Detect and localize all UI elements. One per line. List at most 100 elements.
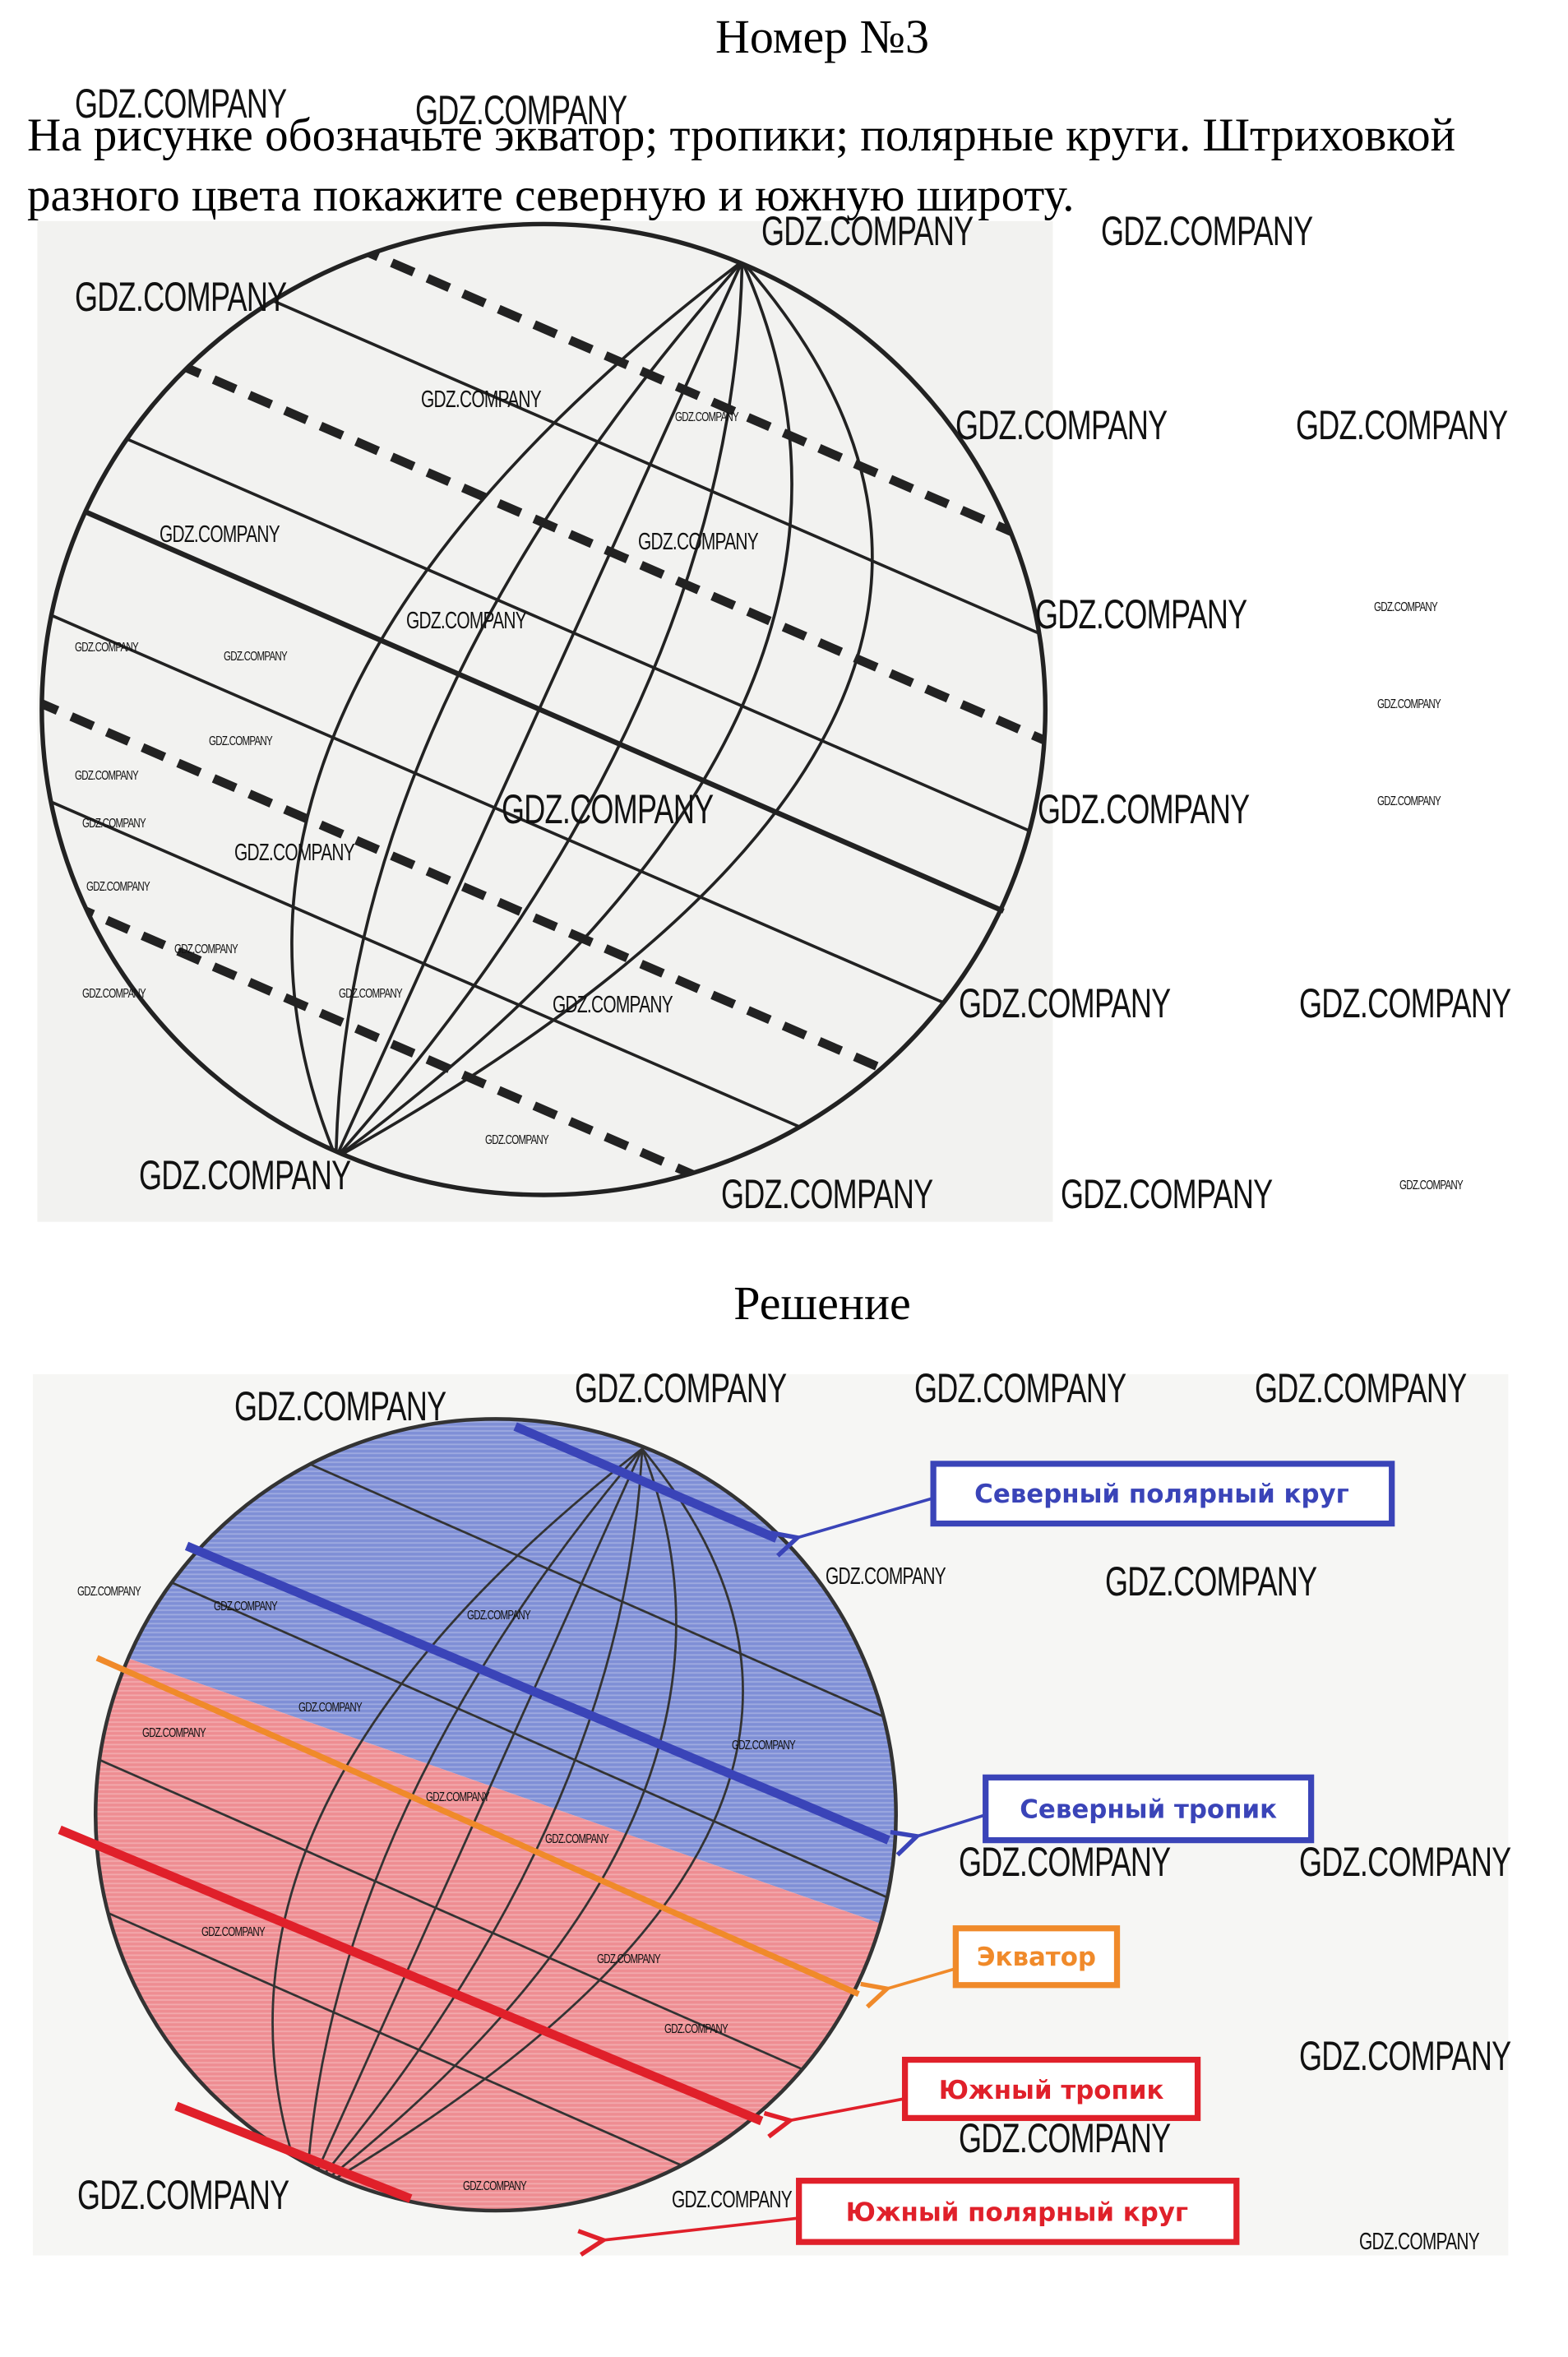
globe-outline (93, 1417, 898, 2213)
watermark: GDZ.COMPANY (77, 1584, 141, 1599)
page-title: Номер №3 (715, 10, 930, 63)
meridian-line (334, 260, 744, 1158)
label-north-tropic: Северный тропик (1020, 1794, 1277, 1824)
watermark: GDZ.COMPANY (74, 640, 139, 655)
watermark: GDZ.COMPANY (1060, 1171, 1273, 1218)
meridian-line (290, 260, 743, 1159)
watermark: GDZ.COMPANY (81, 817, 146, 831)
label-box-equator (952, 1925, 1121, 1989)
watermark: GDZ.COMPANY (597, 1952, 661, 1966)
watermark: GDZ.COMPANY (1376, 794, 1441, 809)
meridian-line (271, 1447, 643, 2197)
watermark: GDZ.COMPANY (174, 942, 238, 956)
north-tropic-line (184, 1541, 890, 1845)
watermark: GDZ.COMPANY (959, 979, 1171, 1026)
south-polar-circle-line (174, 2101, 413, 2203)
label-north-polar: Северный полярный круг (974, 1479, 1349, 1509)
arrow-equator (884, 1967, 956, 1989)
north-polar-circle-line (513, 1422, 779, 1543)
meridian-line (305, 1447, 744, 2197)
equator-line (95, 1655, 860, 1997)
arrow-south-polar (600, 2216, 799, 2240)
watermark: GDZ.COMPANY (502, 785, 714, 832)
watermark: GDZ.COMPANY (74, 81, 287, 127)
watermark: GDZ.COMPANY (298, 1701, 363, 1716)
watermark: GDZ.COMPANY (544, 1832, 609, 1847)
label-south-tropic: Южный тропик (939, 2076, 1164, 2105)
watermark: GDZ.COMPANY (1296, 401, 1508, 448)
task-globe-image (37, 220, 1053, 1222)
watermark: GDZ.COMPANY (1299, 2033, 1511, 2080)
meridian-line (305, 1448, 678, 2197)
watermark: GDZ.COMPANY (672, 2186, 793, 2213)
watermark: GDZ.COMPANY (74, 769, 139, 784)
watermark: GDZ.COMPANY (674, 410, 739, 425)
arrow-north-polar (794, 1496, 934, 1539)
watermark: GDZ.COMPANY (1254, 1365, 1467, 1412)
watermark: GDZ.COMPANY (1399, 1178, 1464, 1192)
meridian-line (335, 261, 793, 1160)
watermark: GDZ.COMPANY (414, 86, 627, 133)
watermark: GDZ.COMPANY (213, 1599, 278, 1614)
watermark: GDZ.COMPANY (234, 839, 355, 866)
watermark: GDZ.COMPANY (138, 1151, 351, 1198)
watermark: GDZ.COMPANY (914, 1365, 1126, 1412)
arrow-south-tropic (787, 2097, 905, 2121)
label-box-north-polar (930, 1461, 1395, 1527)
watermark: GDZ.COMPANY (1299, 1839, 1511, 1885)
watermark: GDZ.COMPANY (959, 2115, 1171, 2161)
watermark: GDZ.COMPANY (86, 879, 150, 894)
watermark: GDZ.COMPANY (552, 991, 673, 1018)
meridian-line (335, 260, 874, 1160)
south-tropic-line (58, 1825, 764, 2126)
watermark: GDZ.COMPANY (761, 207, 974, 254)
meridian-line (304, 1447, 644, 2196)
label-box-north-tropic (983, 1774, 1315, 1844)
dashed-parallel (41, 869, 1046, 1195)
watermark: GDZ.COMPANY (77, 2172, 289, 2219)
watermark: GDZ.COMPANY (664, 2021, 728, 2036)
watermark: GDZ.COMPANY (406, 608, 527, 634)
watermark: GDZ.COMPANY (1100, 207, 1313, 254)
watermark: GDZ.COMPANY (81, 987, 146, 1002)
watermark: GDZ.COMPANY (421, 387, 542, 414)
globe-outline (39, 221, 1048, 1197)
parallel-line (95, 1419, 896, 1790)
watermark: GDZ.COMPANY (425, 1790, 490, 1805)
watermark: GDZ.COMPANY (575, 1365, 787, 1412)
watermark: GDZ.COMPANY (637, 528, 759, 555)
watermark: GDZ.COMPANY (339, 987, 403, 1002)
parallel-line (95, 1506, 896, 1969)
watermark: GDZ.COMPANY (1104, 1558, 1317, 1605)
watermark: GDZ.COMPANY (160, 521, 280, 548)
watermark: GDZ.COMPANY (209, 734, 273, 749)
watermark: GDZ.COMPANY (467, 1608, 531, 1623)
meridian-line (305, 1448, 644, 2197)
arrow-north-tropic (914, 1813, 987, 1837)
watermark: GDZ.COMPANY (224, 649, 288, 664)
label-equator: Экватор (977, 1943, 1096, 1972)
watermark: GDZ.COMPANY (141, 1726, 206, 1741)
dashed-parallel (41, 224, 1046, 590)
watermark: GDZ.COMPANY (1034, 591, 1247, 638)
watermark: GDZ.COMPANY (1299, 979, 1511, 1026)
watermark: GDZ.COMPANY (234, 1383, 446, 1430)
task-text: На рисунке обозначьте экватор; тропики; … (27, 109, 1456, 221)
label-south-polar: Южный полярный круг (846, 2198, 1188, 2228)
watermark: GDZ.COMPANY (463, 2179, 527, 2193)
task-image-background (37, 220, 1053, 1222)
watermark: GDZ.COMPANY (1038, 785, 1250, 832)
parallel-line (95, 1864, 896, 2211)
meridian-line (335, 261, 744, 1159)
watermark: GDZ.COMPANY (1376, 697, 1441, 711)
watermark: GDZ.COMPANY (1373, 600, 1438, 614)
watermark: GDZ.COMPANY (955, 401, 1168, 448)
label-box-south-polar (796, 2178, 1240, 2245)
label-box-south-tropic (901, 2056, 1201, 2122)
watermark: GDZ.COMPANY (485, 1133, 549, 1148)
watermark: GDZ.COMPANY (959, 1839, 1171, 1885)
equator-line (86, 510, 1005, 914)
watermark: GDZ.COMPANY (731, 1738, 796, 1753)
